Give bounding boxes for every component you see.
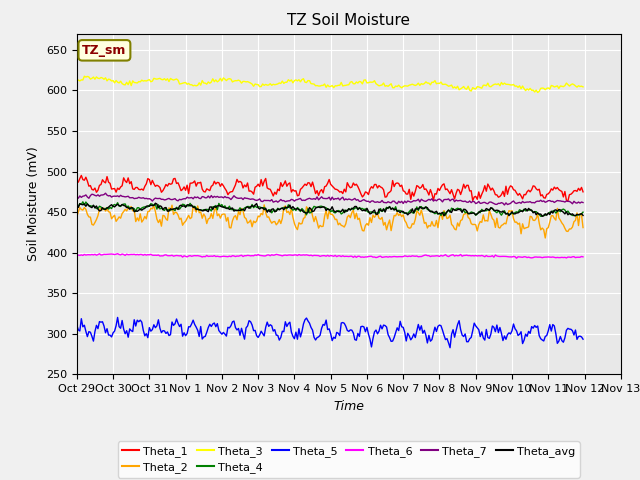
Legend: Theta_1, Theta_2, Theta_3, Theta_4, Theta_5, Theta_6, Theta_7, Theta_avg: Theta_1, Theta_2, Theta_3, Theta_4, Thet… (118, 441, 580, 478)
Y-axis label: Soil Moisture (mV): Soil Moisture (mV) (28, 146, 40, 262)
X-axis label: Time: Time (333, 400, 364, 413)
Title: TZ Soil Moisture: TZ Soil Moisture (287, 13, 410, 28)
Text: TZ_sm: TZ_sm (82, 44, 127, 57)
